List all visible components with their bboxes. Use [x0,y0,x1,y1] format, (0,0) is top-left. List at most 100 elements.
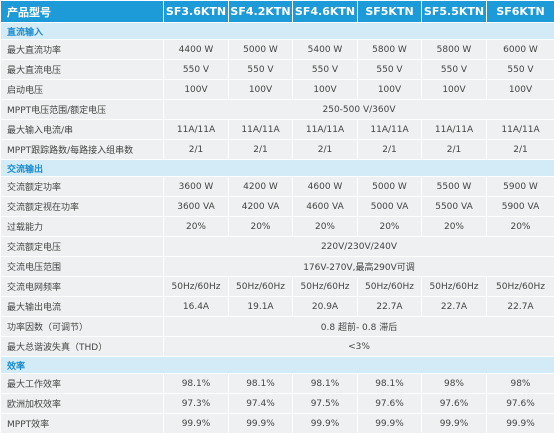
spec-value: 97.6% [358,394,422,414]
spec-value: 50Hz/60Hz [422,277,487,297]
spec-value: 4400 W [164,40,229,60]
header-label: 产品型号 [1,1,164,23]
spec-value: 100V [422,80,487,100]
spec-value: 16.4A [164,297,229,317]
spec-value: 3600 W [164,177,229,197]
spec-value: 20% [293,217,358,237]
spec-label: 最大直流功率 [1,40,164,60]
section-title: 效率 [1,357,554,374]
spec-value: 2/1 [229,140,293,160]
model-name: SF4.2KTN [229,1,293,23]
spec-value: 550 V [229,60,293,80]
spec-value: 20% [229,217,293,237]
spec-value: 220V/230V/240V [164,237,554,257]
spec-label: 最大输入电流/串 [1,120,164,140]
spec-label: MPPT电压范围/额定电压 [1,100,164,120]
model-name: SF4.6KTN [293,1,358,23]
spec-value: 2/1 [422,140,487,160]
spec-value: 50Hz/60Hz [358,277,422,297]
spec-value: 11A/11A [164,120,229,140]
spec-value: 176V-270V,最高290V可调 [164,257,554,277]
spec-value: 98% [422,374,487,394]
model-name: SF5.5KTN [422,1,487,23]
spec-value: 4600 VA [293,197,358,217]
spec-value: 550 V [358,60,422,80]
model-name: SF3.6KTN [164,1,229,23]
spec-value: 98.1% [358,374,422,394]
spec-value: 98.1% [164,374,229,394]
spec-value: 100V [229,80,293,100]
spec-value: 22.7A [487,297,554,317]
model-name: SF5KTN [358,1,422,23]
spec-value: 550 V [487,60,554,80]
spec-value: 5800 W [422,40,487,60]
spec-value: 0.8 超前- 0.8 滞后 [164,317,554,337]
spec-value: 100V [487,80,554,100]
spec-value: 11A/11A [422,120,487,140]
spec-value: 22.7A [358,297,422,317]
spec-value: 5500 W [422,177,487,197]
spec-label: MPPT效率 [1,414,164,434]
spec-value: 5500 VA [422,197,487,217]
spec-value: <3% [164,337,554,357]
spec-label: 欧洲加权效率 [1,394,164,414]
section-row: 效率 [1,357,554,374]
spec-value: 4200 W [229,177,293,197]
spec-value: 4200 VA [229,197,293,217]
spec-value: 20% [422,217,487,237]
spec-value: 22.7A [422,297,487,317]
spec-value: 98.1% [293,374,358,394]
spec-value: 2/1 [487,140,554,160]
spec-value: 97.5% [293,394,358,414]
spec-value: 97.4% [229,394,293,414]
spec-value: 99.9% [358,414,422,434]
spec-value: 19.1A [229,297,293,317]
spec-value: 99.9% [293,414,358,434]
spec-value: 99.9% [487,414,554,434]
spec-row: 功率因数（可调节）0.8 超前- 0.8 滞后 [1,317,554,337]
spec-value: 11A/11A [358,120,422,140]
section-row: 交流输出 [1,160,554,177]
spec-value: 97.3% [164,394,229,414]
spec-value: 100V [293,80,358,100]
section-title: 交流输出 [1,160,554,177]
spec-label: 交流额定视在功率 [1,197,164,217]
spec-value: 2/1 [293,140,358,160]
spec-value: 100V [358,80,422,100]
spec-value: 5000 W [229,40,293,60]
model-name: SF6KTN [487,1,554,23]
spec-value: 98.1% [229,374,293,394]
spec-label: 最大工作效率 [1,374,164,394]
spec-value: 97.6% [422,394,487,414]
spec-value: 11A/11A [229,120,293,140]
spec-value: 5800 W [358,40,422,60]
spec-value: 5900 VA [487,197,554,217]
spec-value: 5000 W [358,177,422,197]
spec-value: 50Hz/60Hz [487,277,554,297]
spec-value: 5400 W [293,40,358,60]
spec-value: 50Hz/60Hz [293,277,358,297]
spec-value: 5000 VA [358,197,422,217]
spec-value: 97.6% [487,394,554,414]
section-row: 直流输入 [1,23,554,40]
spec-value: 99.9% [164,414,229,434]
spec-value: 20% [358,217,422,237]
spec-value: 6000 W [487,40,554,60]
spec-label: 交流额定功率 [1,177,164,197]
